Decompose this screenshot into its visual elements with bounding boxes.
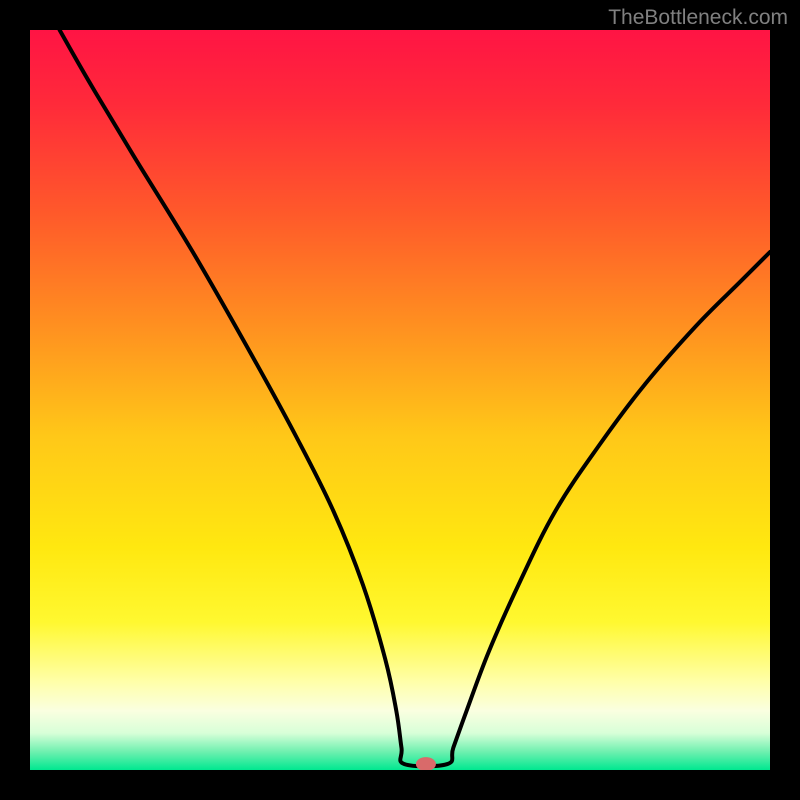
frame-left (0, 0, 30, 800)
watermark-text: TheBottleneck.com (608, 6, 788, 30)
frame-right (770, 0, 800, 800)
bottleneck-chart (0, 0, 800, 800)
frame-bottom (0, 770, 800, 800)
gradient-background (30, 30, 770, 770)
optimum-marker (416, 757, 436, 771)
